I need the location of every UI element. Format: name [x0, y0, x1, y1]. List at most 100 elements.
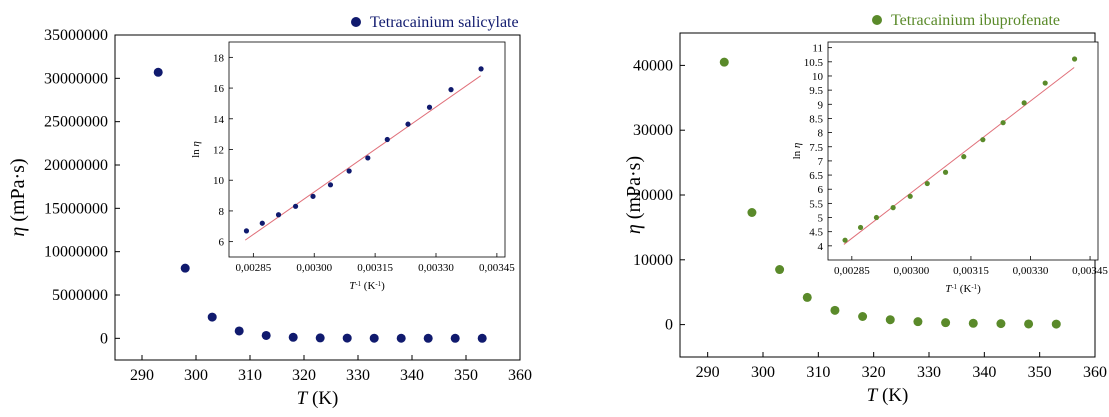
left-data-point: [180, 263, 190, 273]
left-data-point: [315, 333, 325, 343]
right-y-tick-label: 20000: [633, 187, 673, 204]
right-inset-x-tick-label: 0,00285: [834, 265, 870, 277]
right-x-tick-label: 330: [917, 364, 941, 381]
left-x-tick-label: 290: [130, 367, 154, 384]
right-data-point: [747, 207, 757, 217]
right-x-tick-label: 320: [862, 364, 886, 381]
left-x-tick-label: 350: [454, 367, 478, 384]
right-inset-data-point: [942, 169, 949, 175]
right-x-tick-label: 290: [696, 364, 720, 381]
right-inset: 0,00285 0,00300 0,00315 0,00330 0,00345 4 4.5 5…: [791, 41, 1108, 295]
left-y-tick-label: 35000000: [44, 27, 108, 44]
right-inset-data-point: [1042, 80, 1048, 86]
right-inset-y-axis-label: ln η: [791, 143, 803, 160]
left-inset-y-tick-label: 6: [219, 237, 225, 249]
left-inset: 0,00285 0,00300 0,00315 0,00330 0,00345 6 8 10 1…: [190, 41, 515, 292]
chart-salicylate: 290 300 310 320 330 340 350 360 0 5000000 10000000…: [0, 0, 560, 412]
left-inset-data-point: [365, 155, 371, 161]
right-y-tick-label: 30000: [633, 122, 673, 139]
left-x-tick-label: 340: [400, 367, 424, 384]
left-y-tick-label: 20000000: [44, 157, 108, 174]
right-inset-y-tick-label: 9: [818, 99, 824, 111]
left-legend-marker: [351, 17, 361, 27]
left-data-point: [207, 312, 217, 322]
left-inset-data-point: [310, 193, 316, 199]
left-x-tick-label: 310: [238, 367, 262, 384]
right-legend-marker: [872, 15, 882, 25]
right-inset-y-tick-label: 4: [818, 241, 824, 253]
right-inset-y-tick-label: 10.5: [804, 57, 824, 69]
right-data-point: [1051, 319, 1061, 329]
left-inset-y-tick-label: 12: [213, 145, 224, 157]
right-data-point: [830, 305, 840, 315]
left-data-point: [288, 332, 298, 342]
right-inset-x-tick-label: 0,00345: [1072, 265, 1108, 277]
left-y-tick-label: 30000000: [44, 70, 108, 87]
left-inset-x-axis-label: T-1 (K-1): [349, 280, 385, 292]
left-y-tick-label: 15000000: [44, 200, 108, 217]
left-inset-y-tick-label: 14: [213, 114, 225, 126]
left-y-axis-label: η (mPa·s): [7, 158, 29, 236]
left-inset-x-tick-label: 0,00330: [418, 262, 454, 274]
left-inset-y-tick-label: 8: [219, 206, 225, 218]
right-inset-data-point: [980, 137, 986, 143]
right-inset-data-point: [1071, 56, 1078, 62]
right-inset-data-point: [1021, 100, 1027, 106]
right-inset-x-tick-label: 0,00315: [953, 265, 989, 277]
right-x-axis-label: T (K): [867, 385, 909, 406]
left-inset-data-point: [327, 182, 334, 188]
left-x-tick-label: 360: [508, 367, 532, 384]
left-data-point: [234, 326, 244, 336]
left-inset-frame: [228, 41, 506, 258]
left-inset-x-tick-label: 0,00285: [235, 262, 271, 274]
left-inset-data-point: [259, 220, 265, 226]
right-inset-data-point: [907, 193, 913, 199]
right-data-point: [913, 317, 923, 327]
left-data-point: [396, 333, 406, 343]
right-inset-y-tick-label: 5: [818, 213, 824, 225]
left-x-tick-label: 320: [292, 367, 316, 384]
left-inset-y-tick-label: 10: [213, 175, 225, 187]
right-inset-y-tick-label: 10: [812, 71, 824, 83]
right-x-tick-label: 340: [972, 364, 996, 381]
left-inset-data-point: [292, 203, 299, 209]
right-data-point: [802, 292, 812, 302]
right-inset-fit-line: [843, 67, 1075, 245]
right-inset-data-point: [842, 237, 848, 243]
left-y-tick-label: 10000000: [44, 244, 108, 261]
left-inset-data-point: [426, 104, 433, 110]
left-data-point: [153, 67, 163, 77]
left-data-point: [261, 330, 271, 340]
left-inset-data-point: [346, 168, 352, 174]
chart-ibuprofenate-svg: 290 300 310 320 330 340 350 360 0 10000 20000 30000…: [623, 12, 1108, 406]
right-inset-x-tick-label: 0,00330: [1013, 265, 1049, 277]
right-x-tick-label: 350: [1028, 364, 1052, 381]
left-inset-y-tick-label: 16: [213, 83, 225, 95]
right-data-point: [1024, 319, 1034, 329]
right-x-tick-label: 310: [806, 364, 830, 381]
right-inset-data-point: [961, 154, 967, 160]
right-data-point: [996, 319, 1006, 329]
right-y-tick-label: 0: [665, 317, 673, 334]
right-data-point: [719, 57, 729, 67]
left-y-tick-label: 25000000: [44, 114, 108, 131]
right-inset-y-tick-label: 7: [818, 156, 824, 168]
right-data-point: [775, 265, 785, 275]
left-y-tick-label: 0: [100, 330, 108, 347]
right-inset-y-tick-label: 7.5: [809, 142, 823, 154]
right-inset-y-tick-label: 4.5: [809, 227, 823, 239]
right-y-tick-label: 40000: [633, 57, 673, 74]
right-inset-data-point: [924, 180, 930, 187]
right-y-axis-label: η (mPa·s): [623, 156, 645, 234]
left-x-tick-label: 300: [184, 367, 208, 384]
left-inset-data-point: [384, 136, 390, 143]
right-inset-x-axis-label: T-1 (K-1): [945, 283, 981, 295]
left-legend-label: Tetracainium salicylate: [370, 14, 519, 31]
right-inset-x-tick-label: 0,00300: [894, 265, 930, 277]
left-y-tick-label: 5000000: [52, 287, 108, 304]
right-data-point: [858, 312, 868, 321]
left-data-point: [477, 333, 487, 343]
left-inset-data-point: [275, 212, 282, 218]
right-inset-y-tick-label: 6: [818, 184, 824, 196]
left-inset-x-tick-label: 0,00345: [479, 262, 515, 274]
